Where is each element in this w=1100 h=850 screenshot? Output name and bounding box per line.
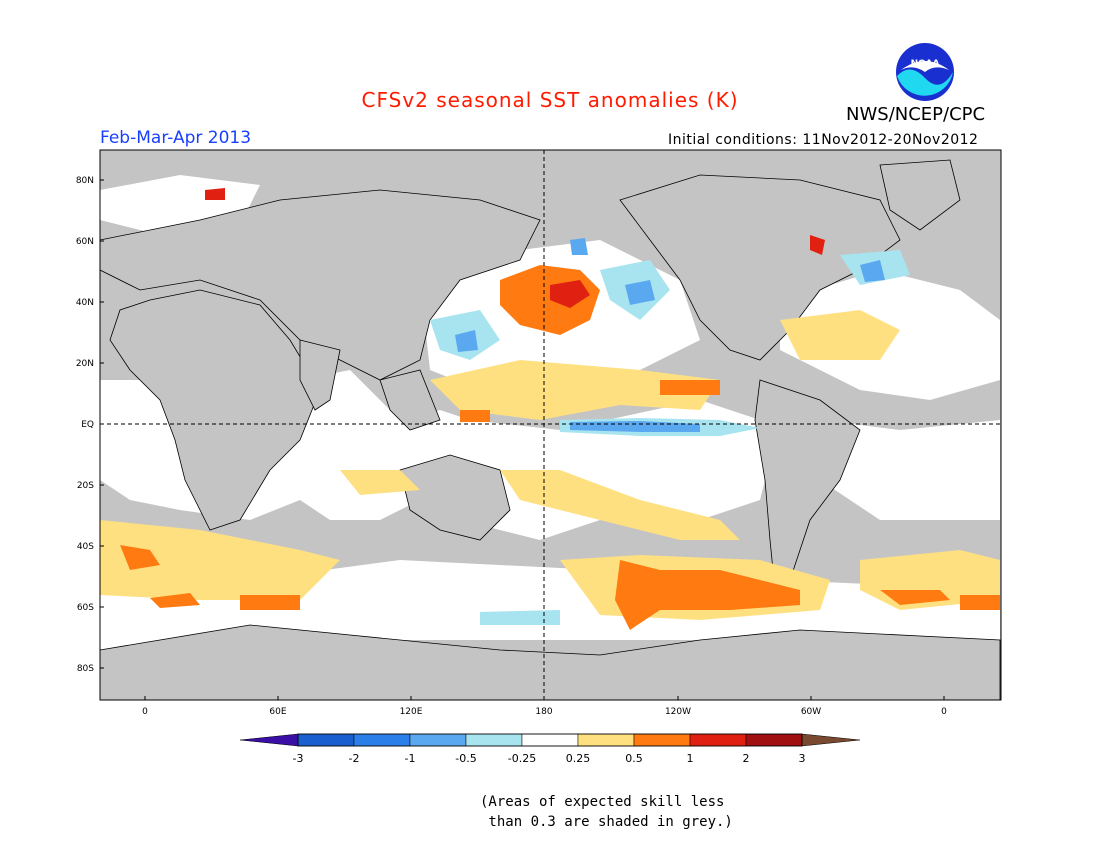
skill-note-line2: than 0.3 are shaded in grey.) — [480, 814, 733, 830]
lat-label-20S: 20S — [77, 481, 94, 491]
lat-tick-80S: 80S — [77, 664, 104, 674]
lon-tick-0-east: 0 — [941, 696, 947, 717]
lat-tick-20S: 20S — [77, 481, 104, 491]
lat-tick-60S: 60S — [77, 603, 104, 613]
noaa-logo-text: NOAA — [911, 59, 940, 69]
sst-anomaly-map: 80N 60N 40N 20N EQ 20S 40S 60S 80S 0 60E… — [76, 149, 1002, 717]
lon-label-180: 180 — [535, 707, 552, 717]
lon-label-120E: 120E — [400, 707, 423, 717]
lat-tick-80N: 80N — [76, 176, 104, 186]
lat-label-40S: 40S — [77, 542, 94, 552]
colorbar-swatch-2 — [353, 733, 411, 747]
lat-label-20N: 20N — [76, 359, 94, 369]
colorbar-swatch-0 — [239, 733, 299, 747]
forecast-period: Feb-Mar-Apr 2013 — [100, 128, 252, 148]
lon-label-120W: 120W — [665, 707, 691, 717]
colorbar-swatch-4 — [465, 733, 523, 747]
lon-label-0-west: 0 — [142, 707, 148, 717]
colorbar-swatch-9 — [745, 733, 803, 747]
colorbar-swatch-1 — [297, 733, 355, 747]
lon-tick-120W: 120W — [665, 696, 691, 717]
lat-tick-40S: 40S — [77, 542, 104, 552]
agency-label: NWS/NCEP/CPC — [846, 104, 986, 125]
lat-tick-20N: 20N — [76, 359, 104, 369]
colorbar-tick-label: -0.5 — [455, 752, 476, 765]
skill-note: (Areas of expected skill less than 0.3 a… — [480, 792, 733, 832]
lat-axis: 80N 60N 40N 20N EQ 20S 40S 60S 80S — [76, 176, 104, 674]
lon-label-60W: 60W — [801, 707, 821, 717]
colorbar-tick-label: 0.5 — [625, 752, 643, 765]
colorbar-tick-label: 0.25 — [566, 752, 591, 765]
lon-tick-60W: 60W — [801, 696, 821, 717]
colorbar-tick-label: -1 — [405, 752, 416, 765]
lat-label-60N: 60N — [76, 237, 94, 247]
lat-label-40N: 40N — [76, 298, 94, 308]
colorbar-swatch-6 — [577, 733, 635, 747]
colorbar: -3 -2 -1 -0.5 -0.25 0.25 0.5 1 2 3 — [239, 733, 861, 765]
colorbar-tick-label: -2 — [349, 752, 360, 765]
colorbar-tick-label: 2 — [743, 752, 750, 765]
lon-label-60E: 60E — [269, 707, 286, 717]
colorbar-swatch-7 — [633, 733, 691, 747]
lon-tick-180: 180 — [535, 696, 553, 717]
lat-tick-40N: 40N — [76, 298, 104, 308]
lon-tick-120E: 120E — [400, 696, 423, 717]
lat-label-60S: 60S — [77, 603, 94, 613]
colorbar-tick-label: -0.25 — [508, 752, 536, 765]
colorbar-tick-label: 3 — [799, 752, 806, 765]
lon-tick-0-west: 0 — [142, 696, 148, 717]
lat-label-80N: 80N — [76, 176, 94, 186]
lon-label-0-east: 0 — [941, 707, 947, 717]
map-frame — [99, 149, 1002, 701]
colorbar-tick-label: 1 — [687, 752, 694, 765]
anomaly-red — [205, 188, 825, 308]
colorbar-swatch-3 — [409, 733, 467, 747]
lon-axis: 0 60E 120E 180 120W 60W 0 — [142, 696, 947, 717]
anomaly-blue — [455, 238, 885, 432]
colorbar-swatch-8 — [689, 733, 747, 747]
lat-tick-EQ: EQ — [81, 420, 104, 430]
colorbar-swatch-5 — [521, 733, 579, 747]
lat-label-80S: 80S — [77, 664, 94, 674]
lat-label-EQ: EQ — [81, 420, 94, 430]
lat-tick-60N: 60N — [76, 237, 104, 247]
land-masses — [100, 159, 1001, 700]
colorbar-swatch-10 — [801, 733, 861, 747]
noaa-logo: NOAA — [896, 43, 954, 101]
initial-conditions: Initial conditions: 11Nov2012-20Nov2012 — [668, 132, 979, 148]
map-title: CFSv2 seasonal SST anomalies (K) — [361, 88, 739, 112]
colorbar-tick-label: -3 — [293, 752, 304, 765]
lon-tick-60E: 60E — [269, 696, 287, 717]
colorbar-frame — [297, 733, 803, 747]
skill-note-line1: (Areas of expected skill less — [480, 794, 725, 810]
